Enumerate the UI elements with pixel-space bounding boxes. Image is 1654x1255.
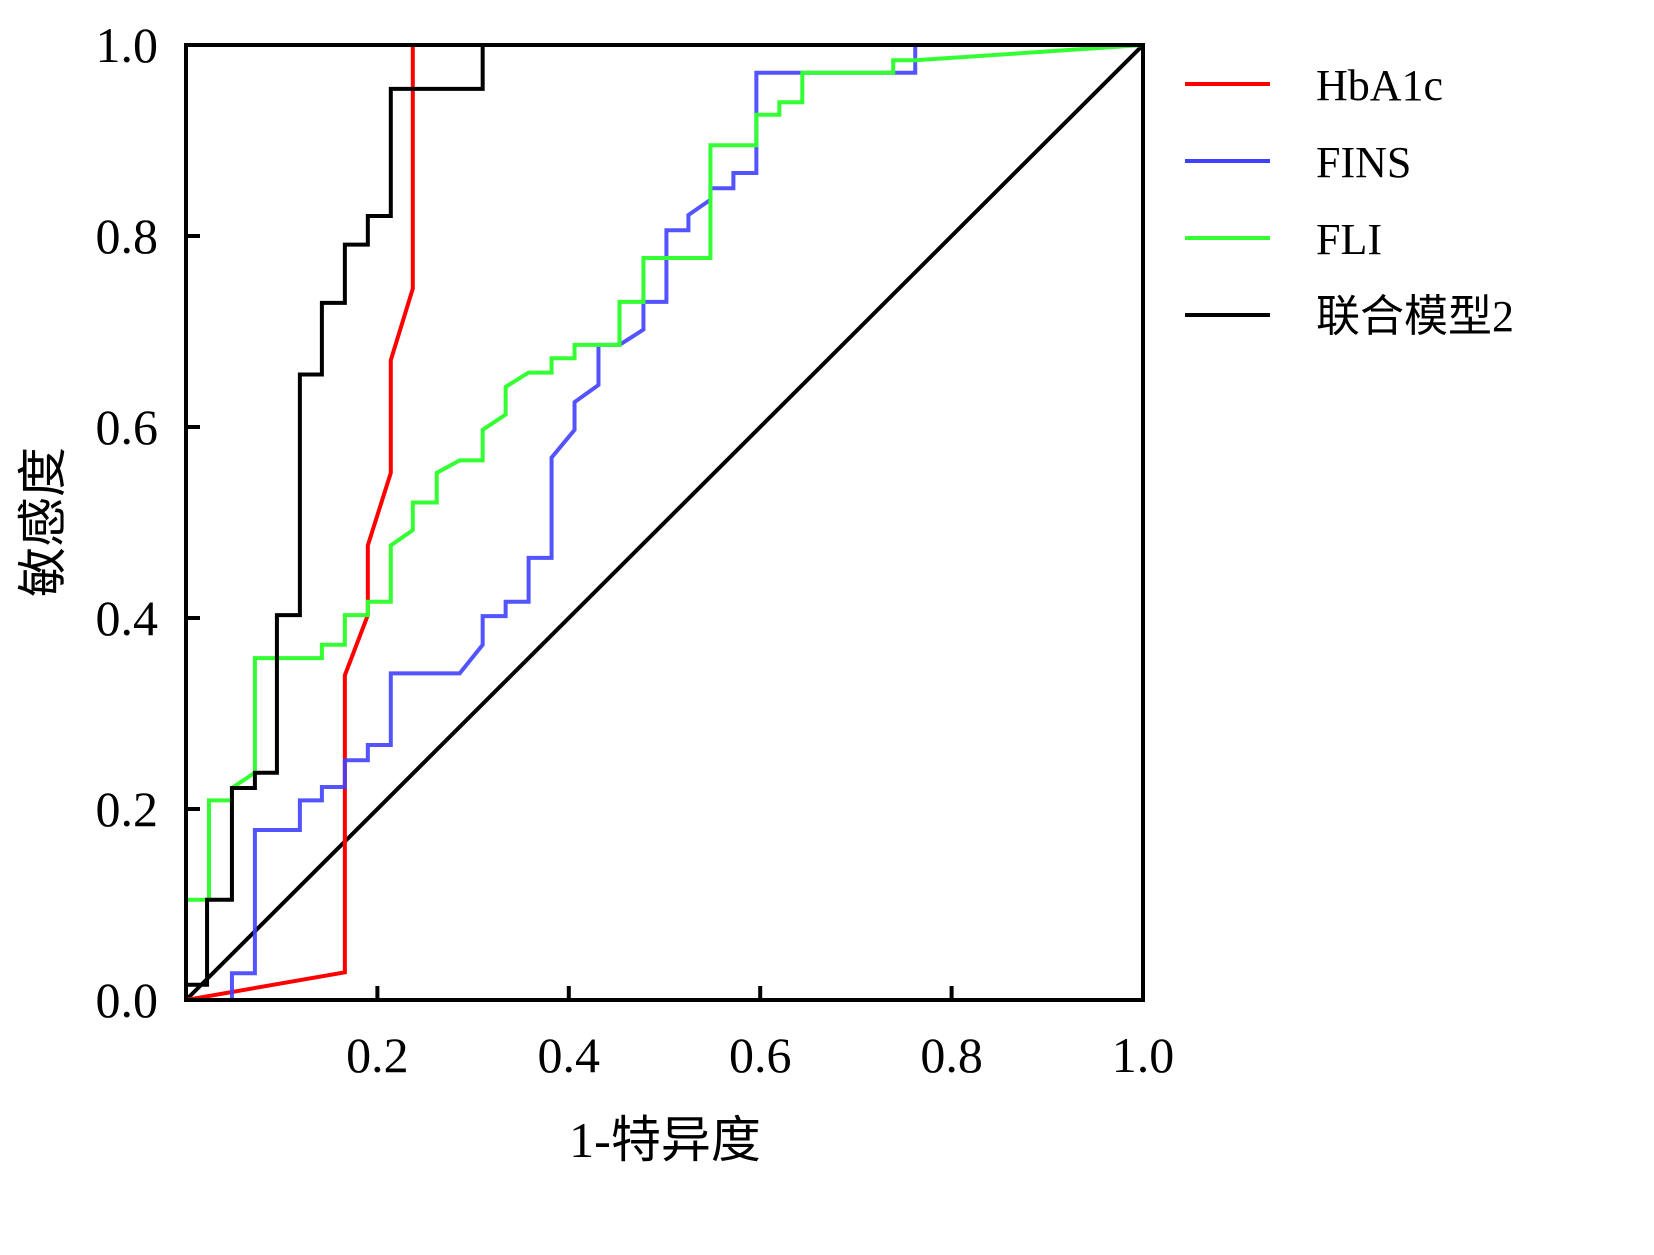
x-tick-label: 0.4	[538, 1027, 601, 1083]
reference-diagonal-line	[184, 43, 1145, 1002]
legend-label-1: FINS	[1316, 138, 1411, 187]
x-tick-label: 1.0	[1112, 1027, 1175, 1083]
plot-frame	[184, 43, 1145, 1002]
legend-label-0: HbA1c	[1316, 61, 1443, 110]
x-tick-label: 0.6	[729, 1027, 792, 1083]
series-line-3	[184, 43, 1143, 1000]
x-tick-label: 0.2	[346, 1027, 409, 1083]
legend-label-2: FLI	[1316, 215, 1382, 264]
x-axis-title: 1-特异度	[569, 1112, 761, 1168]
y-axis-title: 敏感度	[15, 447, 71, 597]
y-tick-label: 0.0	[96, 972, 159, 1028]
x-tick-label: 0.8	[920, 1027, 983, 1083]
y-tick-label: 0.6	[96, 399, 159, 455]
y-tick-label: 1.0	[96, 17, 159, 73]
legend: HbA1c FINS FLI 联合模型2	[1185, 61, 1514, 341]
y-tick-label: 0.8	[96, 208, 159, 264]
series-line-2	[184, 43, 1144, 1000]
y-tick-label: 0.2	[96, 781, 159, 837]
y-tick-label: 0.4	[96, 590, 159, 646]
legend-label-3: 联合模型2	[1316, 292, 1514, 341]
series-line-0	[185, 43, 1143, 1002]
